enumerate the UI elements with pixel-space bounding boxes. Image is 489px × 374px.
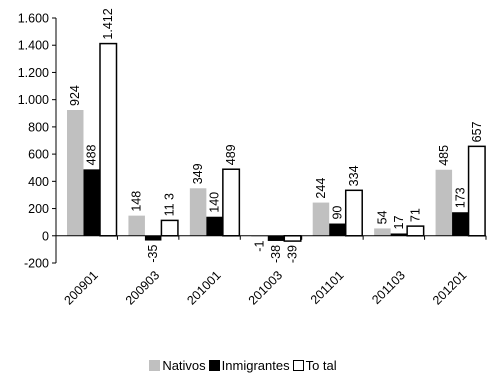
data-label-nativos: 54 — [375, 210, 389, 224]
data-label-total: 489 — [224, 144, 238, 165]
data-label-nativos: 485 — [437, 145, 451, 166]
bar-inmigrantes — [206, 216, 223, 236]
legend-label-total: To tal — [305, 357, 337, 373]
data-label-inmigrantes: 17 — [392, 216, 406, 230]
y-axis: 1.600 1.400 1.200 1.000 800 600 400 200 0 -200 — [18, 12, 57, 271]
legend-item-total: To tal — [292, 357, 337, 373]
bar-total — [344, 189, 363, 237]
data-label-total: 71 — [408, 208, 422, 222]
x-tick-label: 201103 — [369, 268, 408, 307]
bar-inmigrantes — [144, 235, 162, 241]
data-label-nativos: 349 — [191, 163, 205, 184]
legend-swatch-nativos — [149, 359, 161, 371]
legend: Nativos Inmigrantes To tal — [0, 356, 489, 374]
data-label-inmigrantes: -35 — [146, 245, 160, 263]
legend-swatch-inmigrantes — [208, 359, 220, 371]
x-tick-label: 200903 — [123, 268, 162, 307]
data-label-total: 334 — [347, 165, 361, 186]
bars — [67, 42, 486, 242]
bar-inmigrantes — [390, 233, 408, 236]
y-tick-label: 1.000 — [18, 93, 49, 107]
x-tick-label: 201003 — [246, 268, 285, 307]
bar-nativos — [128, 215, 145, 236]
x-tick-label: 201201 — [430, 268, 469, 307]
legend-item-nativos: Nativos — [149, 357, 206, 373]
bar-inmigrantes — [267, 235, 285, 241]
legend-swatch-total — [292, 359, 304, 371]
data-label-inmigrantes: -38 — [269, 245, 283, 263]
bar-total — [222, 168, 241, 237]
y-tick-label: 600 — [28, 148, 49, 162]
y-tick-label: -200 — [24, 257, 49, 271]
bar-nativos — [435, 169, 453, 236]
bar-total — [467, 145, 486, 237]
y-tick-label: 0 — [42, 229, 49, 243]
bar-total — [160, 219, 179, 237]
bar-nativos — [189, 188, 207, 236]
bar-nativos — [374, 228, 391, 236]
bar-inmigrantes — [83, 169, 100, 236]
data-label-inmigrantes: 90 — [330, 206, 344, 220]
data-label-total: 11 3 — [163, 193, 177, 216]
y-tick-label: 1.600 — [18, 12, 49, 26]
data-label-total: 657 — [470, 121, 484, 142]
data-label-nativos: 924 — [68, 85, 82, 106]
bar-nativos — [67, 110, 84, 236]
data-label-total: 1.412 — [101, 8, 115, 39]
data-label-inmigrantes: 488 — [85, 144, 99, 165]
data-label-inmigrantes: 173 — [453, 187, 467, 208]
data-label-total: -39 — [286, 245, 300, 263]
y-tick-label: 400 — [28, 175, 49, 189]
data-label-nativos: 244 — [314, 178, 328, 199]
y-tick-label: 200 — [28, 202, 49, 216]
bar-inmigrantes — [329, 223, 346, 236]
x-tick-label: 201001 — [184, 268, 223, 307]
legend-label-nativos: Nativos — [162, 357, 206, 373]
legend-label-inmigrantes: Inmigrantes — [221, 357, 290, 373]
bar-total — [283, 235, 302, 242]
bar-total — [406, 225, 425, 237]
bar-inmigrantes — [452, 212, 469, 236]
legend-item-inmigrantes: Inmigrantes — [208, 357, 290, 373]
data-label-nativos: -1 — [253, 241, 267, 252]
bar-chart: 1.600 1.400 1.200 1.000 800 600 400 200 0 -200 92… — [18, 8, 487, 308]
y-tick-label: 800 — [28, 120, 49, 134]
bar-total — [99, 42, 118, 237]
bar-nativos — [312, 202, 330, 236]
data-label-inmigrantes: 140 — [208, 192, 222, 213]
x-tick-label: 201101 — [308, 268, 347, 307]
x-tick-label: 200901 — [61, 268, 100, 307]
data-label-nativos: 148 — [130, 191, 144, 212]
y-tick-label: 1.400 — [18, 39, 49, 53]
y-tick-label: 1.200 — [18, 66, 49, 80]
